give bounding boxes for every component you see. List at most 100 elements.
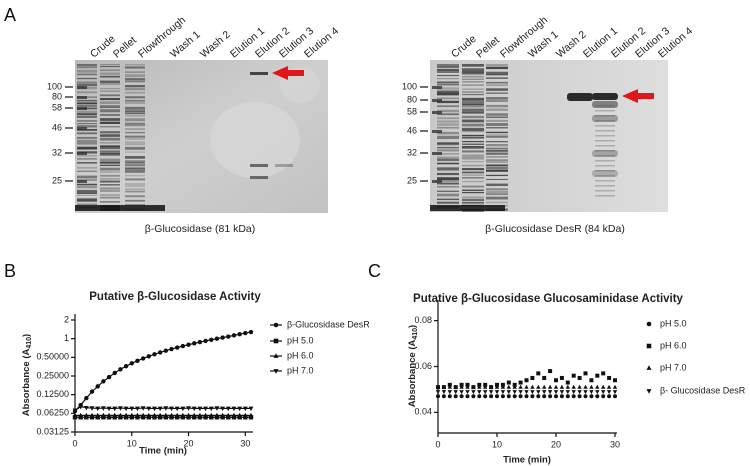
gel-band <box>437 90 459 94</box>
point <box>101 379 106 384</box>
point <box>488 390 494 395</box>
gel-band <box>100 154 120 156</box>
point <box>248 329 254 335</box>
chart-title: Putative β-Glucosidase Activity <box>89 291 261 303</box>
point <box>169 406 174 412</box>
point <box>601 390 606 395</box>
gel-band <box>77 120 97 122</box>
gel-band <box>595 190 615 192</box>
gel-band <box>437 185 459 188</box>
gel-band <box>592 170 618 177</box>
gel-band <box>100 174 120 177</box>
point <box>477 394 482 399</box>
gel-band <box>486 167 508 170</box>
gel-band <box>462 185 484 188</box>
point <box>495 394 499 399</box>
gel-band <box>595 150 615 152</box>
gel-band <box>462 68 484 71</box>
point <box>248 415 254 420</box>
marker-label: 58 <box>407 106 417 116</box>
gel-band <box>125 169 145 173</box>
point <box>571 394 576 399</box>
point <box>100 406 106 411</box>
point <box>197 339 203 345</box>
legend-label: pH 7.0 <box>660 362 687 372</box>
point <box>518 384 523 389</box>
point <box>89 389 95 394</box>
point <box>494 390 500 395</box>
gel-band <box>100 94 120 97</box>
point <box>471 384 476 389</box>
gel-band <box>125 102 145 104</box>
gel-band <box>595 145 615 147</box>
gel-band <box>462 150 484 153</box>
point <box>488 384 494 389</box>
point <box>506 384 511 389</box>
ladder-band <box>77 127 87 130</box>
point <box>536 390 541 395</box>
point <box>506 394 511 399</box>
point <box>152 412 157 418</box>
gel-band <box>125 171 145 174</box>
point <box>135 415 140 420</box>
gel-band <box>486 104 508 108</box>
point <box>231 415 237 420</box>
point <box>589 384 594 389</box>
legend-marker <box>273 369 279 374</box>
x-axis-label: Time (min) <box>139 446 187 457</box>
gel-band <box>486 161 508 164</box>
gel-band <box>437 71 459 73</box>
point <box>163 412 169 418</box>
gel-band <box>462 156 484 160</box>
gel-band <box>437 81 459 84</box>
point <box>441 390 447 395</box>
gel-band <box>462 160 484 163</box>
point <box>447 390 452 395</box>
gel-band <box>125 85 145 88</box>
gel-band <box>462 81 484 83</box>
series <box>436 394 617 399</box>
point <box>112 412 118 418</box>
gel-band <box>125 195 145 198</box>
point <box>477 390 482 395</box>
gel-band <box>100 109 120 113</box>
gel-band <box>486 193 508 196</box>
gel-band <box>437 74 459 77</box>
point <box>577 384 582 389</box>
point <box>547 384 553 389</box>
y-tick-label: 0.06250 <box>36 408 69 418</box>
gel-band <box>462 106 484 108</box>
gel-band <box>462 180 484 183</box>
gel-band <box>77 154 97 157</box>
point <box>191 412 197 418</box>
gel-band <box>100 158 120 162</box>
gel-band <box>77 192 97 194</box>
lane-label: Pellet <box>111 34 139 60</box>
point <box>553 390 559 395</box>
point <box>612 390 618 395</box>
y-tick-label: 0.04 <box>414 407 432 417</box>
point <box>78 415 83 420</box>
gel-band <box>486 147 508 150</box>
marker-label: 25 <box>52 175 62 185</box>
point <box>112 415 117 420</box>
gel-band <box>462 202 484 204</box>
point <box>248 412 254 418</box>
point <box>595 390 600 395</box>
point <box>106 406 112 412</box>
point <box>225 412 231 418</box>
gel-band <box>437 149 459 152</box>
point <box>163 415 169 420</box>
gel-band <box>595 140 615 142</box>
gel-band <box>125 115 145 117</box>
point <box>146 412 152 418</box>
gel-band <box>100 118 120 121</box>
gel-band <box>462 127 484 131</box>
gel-band <box>77 77 97 80</box>
gel-band <box>100 88 120 90</box>
gel-band <box>592 93 618 100</box>
ladder-band <box>432 99 442 102</box>
point <box>203 338 208 344</box>
gel-band <box>100 189 120 193</box>
